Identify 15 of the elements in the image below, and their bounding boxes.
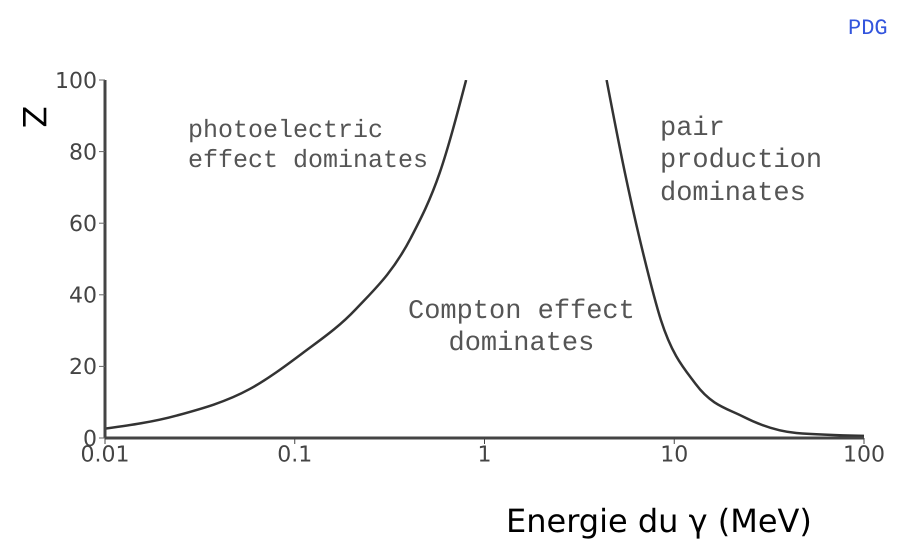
text: PDG [848, 16, 888, 42]
x-axis-title: Energie du γ (MeV) [506, 502, 812, 540]
y-tick-label: 100 [55, 68, 97, 94]
y-axis-title: Z [14, 106, 53, 128]
x-tick-label: 10 [660, 442, 688, 468]
y-tick-label: 60 [69, 212, 97, 238]
x-tick-label: 1 [478, 442, 492, 468]
y-tick-label: 20 [69, 355, 97, 380]
y-tick-label: 80 [69, 140, 97, 166]
x-tick-label: 100 [843, 442, 885, 468]
annotation: Compton effect dominates [408, 296, 635, 361]
annotation: pair production dominates [660, 113, 822, 210]
x-tick-label: 0.1 [277, 442, 312, 468]
y-tick-label: 40 [69, 284, 97, 309]
annotation: photoelectric effect dominates [188, 116, 428, 176]
